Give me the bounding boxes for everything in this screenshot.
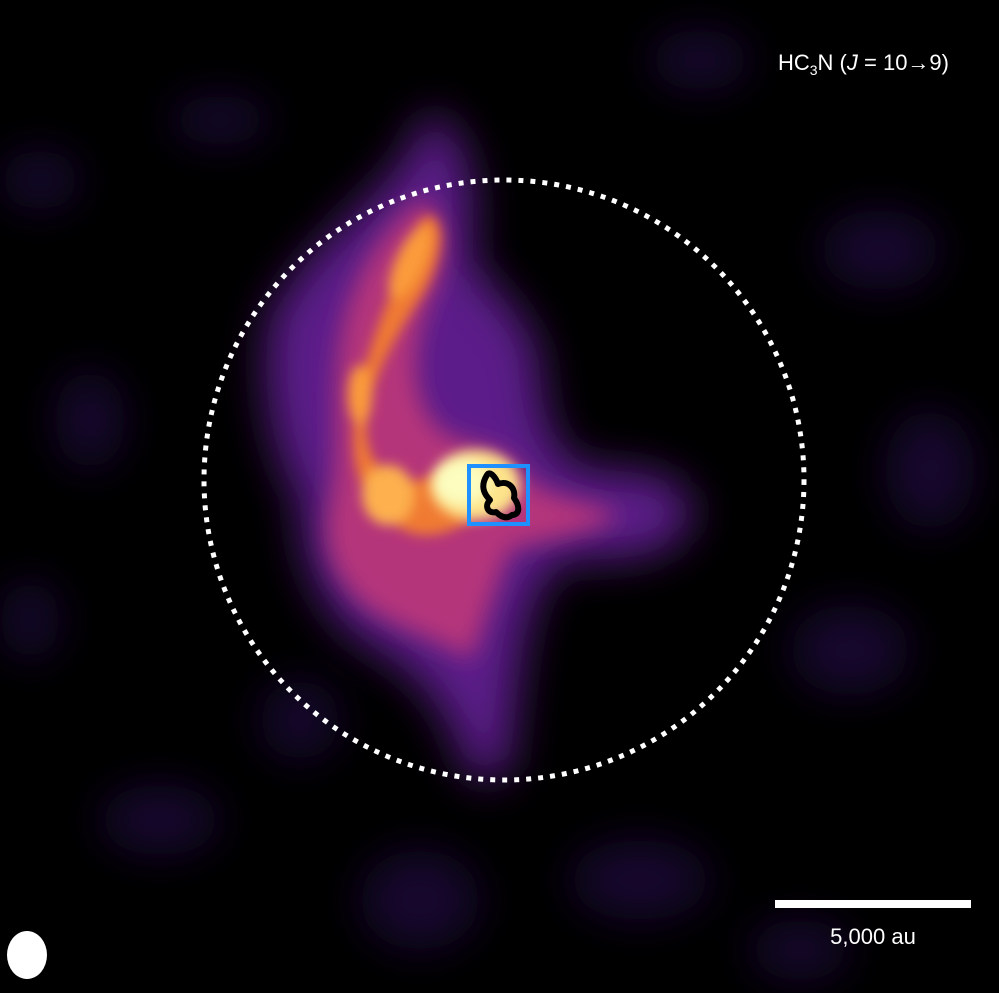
scale-bar [775,900,971,908]
transition: = 10→9) [857,50,949,75]
background-noise [0,30,975,980]
open-paren: ( [833,50,847,75]
quantum-symbol: J [846,50,858,75]
molecule-prefix: HC [777,50,810,75]
molecule-subscript: 3 [809,62,818,78]
scale-bar-label: 5,000 au [830,924,916,949]
zoom-box [467,464,530,526]
molecule-suffix: N [817,50,834,75]
molecular-line-label: HC3N (J = 10→9) [778,50,949,78]
field-of-view-circle [201,177,807,783]
contour [480,470,522,521]
beam-ellipse [7,931,47,979]
